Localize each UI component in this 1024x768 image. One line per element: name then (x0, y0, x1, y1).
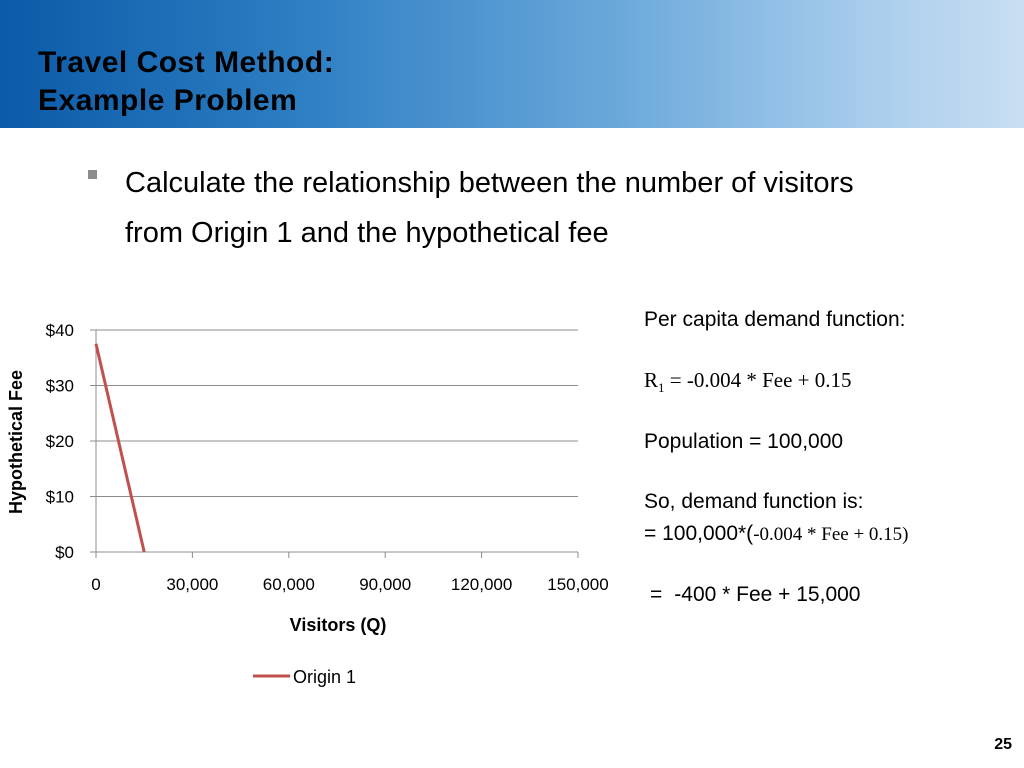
x-axis-label: Visitors (Q) (290, 615, 387, 635)
so-demand-text: So, demand function is: (644, 490, 864, 513)
demand-chart: $0 $10 $20 $30 $40 0 30,000 60,000 90,000 120,00… (6, 321, 609, 687)
square-bullet-icon (88, 170, 97, 179)
x-tick-label: 150,000 (547, 575, 608, 594)
title-banner (0, 0, 1024, 128)
y-axis-ticks: $0 $10 $20 $30 $40 (46, 321, 96, 562)
result-rhs: -400 * Fee + 15,000 (674, 583, 861, 606)
x-tick-label: 120,000 (451, 575, 512, 594)
result-line: = -400 * Fee + 15,000 (644, 583, 861, 607)
legend-label: Origin 1 (293, 667, 356, 687)
y-axis-label: Hypothetical Fee (6, 370, 26, 514)
y-tick-label: $0 (55, 543, 74, 562)
bullet-text: Calculate the relationship between the n… (125, 167, 854, 249)
y-tick-label: $10 (46, 488, 74, 507)
equation-rhs: = -0.004 * Fee + 0.15 (664, 368, 852, 392)
y-tick-label: $20 (46, 432, 74, 451)
y-tick-label: $40 (46, 321, 74, 340)
chart-legend: Origin 1 (253, 667, 356, 687)
slide-title-line-2: Example Problem (38, 84, 298, 117)
per-capita-equation: R1 = -0.004 * Fee + 0.15 (644, 368, 852, 396)
population-text: Population = 100,000 (644, 430, 844, 453)
demand-rhs: -0.004 * Fee + 0.15) (753, 524, 909, 545)
result-equals: = (650, 583, 663, 606)
chart-gridlines (96, 329, 578, 497)
demand-function-line: = 100,000*(-0.004 * Fee + 0.15) (644, 522, 909, 546)
x-tick-label: 30,000 (166, 575, 218, 594)
slide-title: Travel Cost Method: Example Problem (38, 44, 334, 120)
slide-title-line-1: Travel Cost Method: (38, 46, 335, 79)
equation-r: R (644, 368, 659, 392)
equation-subscript: 1 (658, 380, 665, 396)
x-tick-label: 90,000 (359, 575, 411, 594)
x-tick-label: 60,000 (263, 575, 315, 594)
x-axis-ticks: 0 30,000 60,000 90,000 120,000 150,000 (91, 552, 609, 594)
y-tick-label: $30 (46, 377, 74, 396)
series-line-origin-1 (94, 343, 146, 553)
x-tick-label: 0 (91, 575, 100, 594)
demand-prefix: = 100,000*( (644, 522, 754, 545)
page-number: 25 (994, 736, 1012, 753)
chart-series (94, 343, 146, 553)
per-capita-heading: Per capita demand function: (644, 308, 906, 331)
